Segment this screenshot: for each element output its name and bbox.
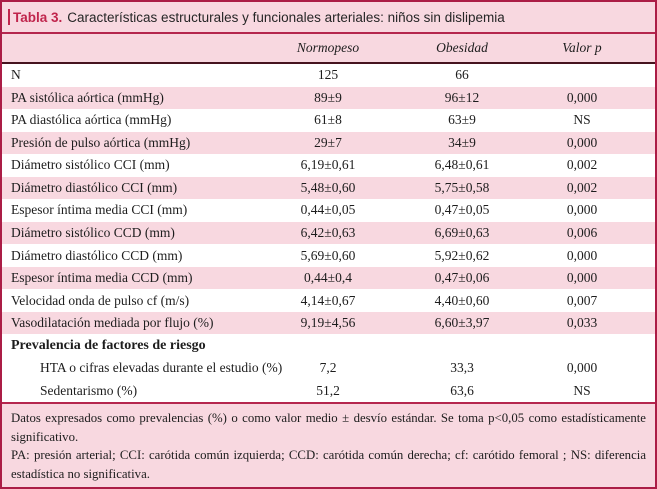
row-label: Espesor íntima media CCD (mm) [11,270,193,286]
table-row: Diámetro diastólico CCI (mm) 5,48±0,60 5,7… [2,176,655,200]
row-label: PA sistólica aórtica (mmHg) [11,89,164,105]
p-value: 0,002 [566,179,598,195]
row-label: N [11,67,21,83]
p-value: 0,006 [566,224,598,240]
row-label: Prevalencia de factores de riesgo [11,337,206,353]
obesidad-value: 33,3 [450,360,474,376]
row-label: Diámetro diastólico CCI (mm) [11,179,178,195]
normopeso-value: 51,2 [316,382,340,398]
footnote-abbreviations: PA: presión arterial; CCI: carótida comú… [11,448,646,481]
row-label: Presión de pulso aórtica (mmHg) [11,134,191,150]
obesidad-value: 6,48±0,61 [434,157,490,173]
table-body: N 125 66 PA sistólica aórtica (mmHg) 89±9 96±… [2,64,655,402]
table-title-bar: Tabla 3. Características estructurales y… [2,2,655,34]
table-row: Sedentarismo (%) 51,2 63,6 NS [2,379,655,402]
p-value: 0,000 [566,89,598,105]
obesidad-value: 5,75±0,58 [434,179,490,195]
column-header-obesidad: Obesidad [436,40,488,55]
p-value: 0,000 [566,202,598,218]
p-value: NS [573,112,591,128]
row-label: Diámetro sistólico CCI (mm) [11,157,170,173]
column-header-row: Normopeso Obesidad Valor p [2,34,655,64]
p-value: 0,000 [566,360,598,376]
table-row: Espesor íntima media CCI (mm) 0,44±0,05 0,… [2,199,655,222]
row-label: Diámetro sistólico CCD (mm) [11,224,175,240]
obesidad-value: 96±12 [444,89,480,105]
row-label: Vasodilatación mediada por flujo (%) [11,315,214,331]
p-value: 0,000 [566,270,598,286]
table-row: Diámetro sistólico CCD (mm) 6,42±0,63 6,69… [2,221,655,245]
row-label: PA diastólica aórtica (mmHg) [11,112,172,128]
normopeso-value: 89±9 [314,89,342,105]
normopeso-value: 7,2 [319,360,337,376]
row-label: HTA o cifras elevadas durante el estudio… [40,360,283,376]
footnote-statistics: Datos expresados como prevalencias (%) o… [11,411,646,444]
normopeso-value: 6,19±0,61 [300,157,356,173]
table-row: Espesor íntima media CCD (mm) 0,44±0,4 0,4… [2,266,655,290]
normopeso-value: 0,44±0,4 [304,270,352,286]
table-footnotes: Datos expresados como prevalencias (%) o… [2,402,655,487]
obesidad-value: 6,69±0,63 [434,224,490,240]
table-row: Diámetro diastólico CCD (mm) 5,69±0,60 5,9… [2,244,655,267]
p-value: 0,033 [566,315,598,331]
column-header-normopeso: Normopeso [296,40,360,55]
normopeso-value: 5,48±0,60 [300,179,356,195]
row-label: Velocidad onda de pulso cf (m/s) [11,292,190,308]
table-row: Diámetro sistólico CCI (mm) 6,19±0,61 6,48… [2,154,655,177]
normopeso-value: 125 [317,67,339,83]
p-value: 0,000 [566,134,598,150]
normopeso-value: 61±8 [314,112,342,128]
obesidad-value: 66 [455,67,469,83]
table-row: N 125 66 [2,64,655,87]
obesidad-value: 63,6 [450,382,474,398]
table-row: Presión de pulso aórtica (mmHg) 29±7 34±9 0… [2,131,655,155]
obesidad-value: 34±9 [448,134,476,150]
normopeso-value: 0,44±0,05 [300,202,356,218]
p-value: NS [573,382,591,398]
p-value: 0,000 [566,247,598,263]
table-row: PA diastólica aórtica (mmHg) 61±8 63±9 NS [2,109,655,132]
normopeso-value: 9,19±4,56 [300,315,356,331]
table-row: Vasodilatación mediada por flujo (%) 9,19… [2,311,655,335]
row-label: Sedentarismo (%) [40,382,138,398]
normopeso-value: 4,14±0,67 [300,292,356,308]
table-row: Velocidad onda de pulso cf (m/s) 4,14±0,6… [2,289,655,312]
row-label: Diámetro diastólico CCD (mm) [11,247,183,263]
obesidad-value: 63±9 [448,112,476,128]
table-row: PA sistólica aórtica (mmHg) 89±9 96±12 0,00… [2,86,655,110]
normopeso-value: 29±7 [314,134,342,150]
column-header-valor-p: Valor p [562,40,602,55]
obesidad-value: 0,47±0,05 [434,202,490,218]
obesidad-value: 0,47±0,06 [434,270,490,286]
table-row: HTA o cifras elevadas durante el estudio… [2,356,655,380]
section-header-row: Prevalencia de factores de riesgo [2,334,655,357]
row-label: Espesor íntima media CCI (mm) [11,202,188,218]
table-number-label: Tabla 3. [13,9,63,25]
obesidad-value: 4,40±0,60 [434,292,490,308]
table-title-text: Características estructurales y funciona… [67,9,505,25]
obesidad-value: 5,92±0,62 [434,247,490,263]
normopeso-value: 6,42±0,63 [300,224,356,240]
p-value: 0,007 [566,292,598,308]
obesidad-value: 6,60±3,97 [434,315,490,331]
normopeso-value: 5,69±0,60 [300,247,356,263]
title-tick-bar [8,9,10,25]
p-value: 0,002 [566,157,598,173]
